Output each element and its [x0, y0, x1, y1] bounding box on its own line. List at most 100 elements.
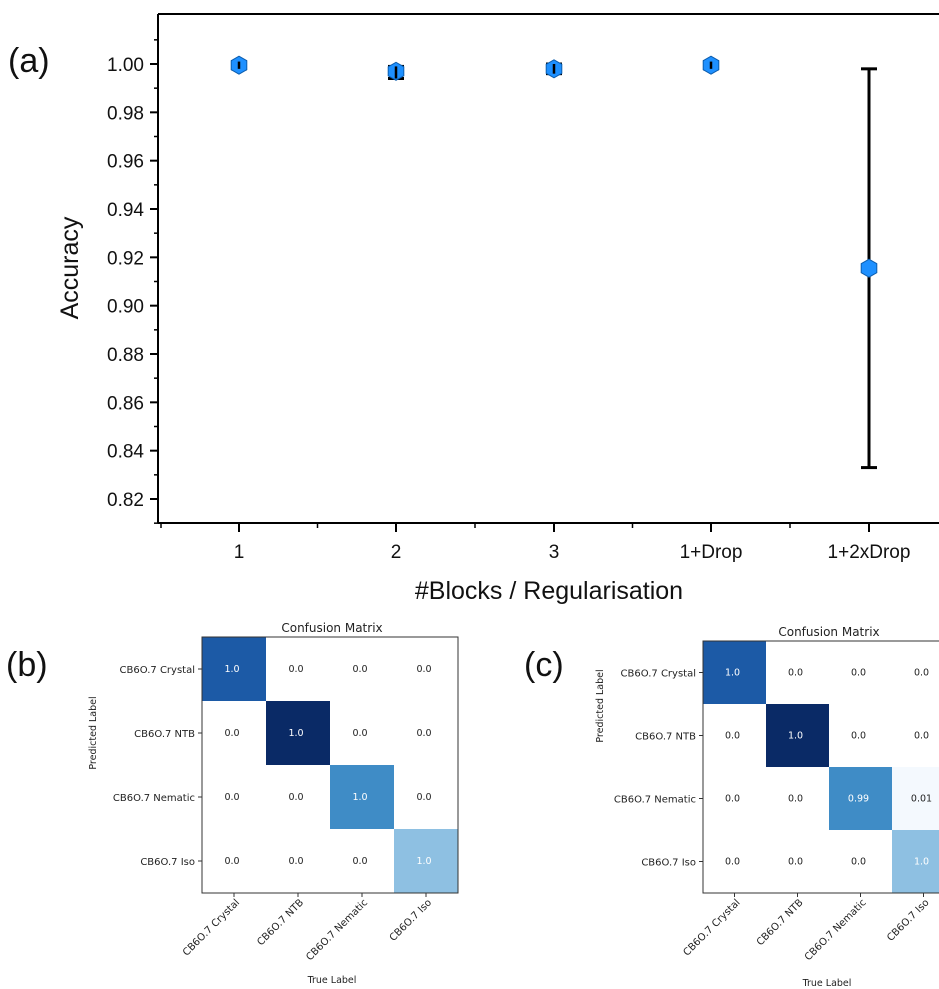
matrix-cell [202, 829, 266, 893]
matrix-cell [202, 701, 266, 765]
matrix-cell-value: 0.0 [851, 668, 866, 679]
y-tick-label: 0.82 [107, 490, 144, 511]
y-tick-label: 0.96 [107, 152, 144, 173]
matrix-cell-value: 0.0 [352, 728, 367, 739]
data-point-1+2xDrop [860, 67, 878, 470]
matrix-cell-value: 0.0 [224, 856, 239, 867]
matrix-ylabel-c: Predicted Label [595, 669, 606, 742]
confusion-matrix-b: (b) Confusion Matrix 1.0 0.0 0.0 0.0 0.0 1.0 0… [6, 621, 459, 986]
matrix-ylabel-b: Predicted Label [88, 696, 99, 769]
matrix-row-label: CB6O.7 NTB [134, 729, 195, 740]
matrix-cell-value: 0.01 [911, 794, 932, 805]
x-tick-label: 1 [234, 542, 245, 563]
matrix-col-label: CB6O.7 Iso [885, 897, 931, 943]
matrix-cell [892, 704, 939, 767]
matrix-cell-value: 1.0 [352, 792, 367, 803]
matrix-cell [202, 765, 266, 829]
matrix-cell [266, 637, 330, 701]
matrix-cell-value: 0.0 [914, 731, 929, 742]
matrix-cell-value: 0.0 [416, 792, 431, 803]
matrix-cell-value: 0.0 [224, 728, 239, 739]
matrix-cell [829, 704, 892, 767]
matrix-cell-value: 0.99 [848, 794, 869, 805]
accuracy-chart: (a) 0.82 0.84 0.86 0.88 0.90 0.92 0.94 0.96 0.98… [8, 13, 939, 605]
matrix-col-label: CB6O.7 NTB [755, 897, 806, 948]
y-tick-label: 1.00 [107, 55, 144, 76]
matrix-row-label: CB6O.7 Nematic [614, 795, 696, 806]
matrix-cell-value: 1.0 [416, 856, 431, 867]
matrix-cell-value: 1.0 [914, 857, 929, 868]
matrix-cell [394, 829, 458, 893]
matrix-cell-value: 0.0 [914, 668, 929, 679]
matrix-cell [766, 704, 829, 767]
matrix-cell-value: 0.0 [788, 668, 803, 679]
x-axis-title: #Blocks / Regularisation [415, 577, 683, 605]
matrix-cell-value: 1.0 [725, 668, 740, 679]
matrix-cell-value: 0.0 [288, 664, 303, 675]
x-tick-label: 1+Drop [680, 542, 743, 563]
matrix-col-label: CB6O.7 Crystal [181, 897, 242, 958]
matrix-cell [394, 701, 458, 765]
matrix-cell [202, 637, 266, 701]
matrix-cell [330, 701, 394, 765]
x-axis-ticks: 1 2 3 1+Drop 1+2xDrop [160, 523, 911, 563]
matrix-cell [266, 765, 330, 829]
matrix-row-label: CB6O.7 NTB [635, 732, 696, 743]
matrix-cell [892, 767, 939, 830]
matrix-cell [394, 765, 458, 829]
accuracy-points [230, 55, 878, 470]
y-tick-label: 0.88 [107, 345, 144, 366]
matrix-cell [394, 637, 458, 701]
matrix-cell [703, 704, 766, 767]
matrix-grid-b: 1.0 0.0 0.0 0.0 0.0 1.0 0.0 0.0 0.0 0.0 1.0 0.0 0.0 0… [113, 636, 459, 963]
y-tick-label: 0.90 [107, 297, 144, 318]
matrix-xlabel-b: True Label [307, 975, 357, 986]
data-point-2 [387, 61, 405, 81]
matrix-cell [703, 641, 766, 704]
matrix-cell [266, 829, 330, 893]
matrix-cell-value: 1.0 [288, 728, 303, 739]
matrix-row-label: CB6O.7 Iso [641, 858, 696, 869]
matrix-xlabel-c: True Label [802, 978, 852, 989]
matrix-cell [766, 767, 829, 830]
data-point-1+Drop [702, 55, 720, 75]
matrix-grid-c: 1.0 0.0 0.0 0.0 0.0 1.0 0.0 0.0 0.0 0.0 0.99 0.01 0.… [614, 640, 939, 963]
matrix-row-label: CB6O.7 Crystal [621, 669, 696, 680]
matrix-col-label: CB6O.7 NTB [255, 897, 306, 948]
matrix-cell [766, 830, 829, 893]
y-tick-label: 0.98 [107, 103, 144, 124]
matrix-cell [829, 830, 892, 893]
matrix-cell [266, 701, 330, 765]
x-tick-label: 3 [549, 542, 560, 563]
y-tick-label: 0.92 [107, 248, 144, 269]
matrix-frame [702, 640, 939, 894]
y-tick-label: 0.94 [107, 200, 144, 221]
matrix-cell [330, 765, 394, 829]
y-tick-label: 0.86 [107, 393, 144, 414]
matrix-cell [703, 830, 766, 893]
matrix-row-label: CB6O.7 Nematic [113, 793, 195, 804]
y-axis-ticks: 0.82 0.84 0.86 0.88 0.90 0.92 0.94 0.96 0.98 1.00 [107, 39, 158, 524]
matrix-title-c: Confusion Matrix [778, 625, 879, 639]
matrix-cell [766, 641, 829, 704]
panel-label-c: (c) [524, 646, 564, 684]
panel-label-a: (a) [8, 42, 50, 80]
matrix-cell-value: 0.0 [416, 728, 431, 739]
matrix-row-label: CB6O.7 Crystal [120, 665, 195, 676]
matrix-cell [892, 641, 939, 704]
matrix-cell-value: 1.0 [788, 731, 803, 742]
data-point-1 [230, 55, 248, 75]
matrix-cell-value: 0.0 [224, 792, 239, 803]
x-tick-label: 1+2xDrop [828, 542, 911, 563]
panel-label-b: (b) [6, 646, 48, 684]
confusion-matrix-c: (c) Confusion Matrix 1.0 0.0 0.0 0.0 0.0 1.0 0… [524, 625, 939, 989]
matrix-cell-value: 0.0 [725, 731, 740, 742]
matrix-cell [703, 767, 766, 830]
matrix-frame [201, 636, 459, 894]
matrix-cell-value: 0.0 [352, 856, 367, 867]
y-tick-label: 0.84 [107, 442, 144, 463]
hexagon-marker [860, 258, 878, 278]
matrix-cell-value: 0.0 [788, 794, 803, 805]
matrix-col-label: CB6O.7 Iso [388, 897, 434, 943]
